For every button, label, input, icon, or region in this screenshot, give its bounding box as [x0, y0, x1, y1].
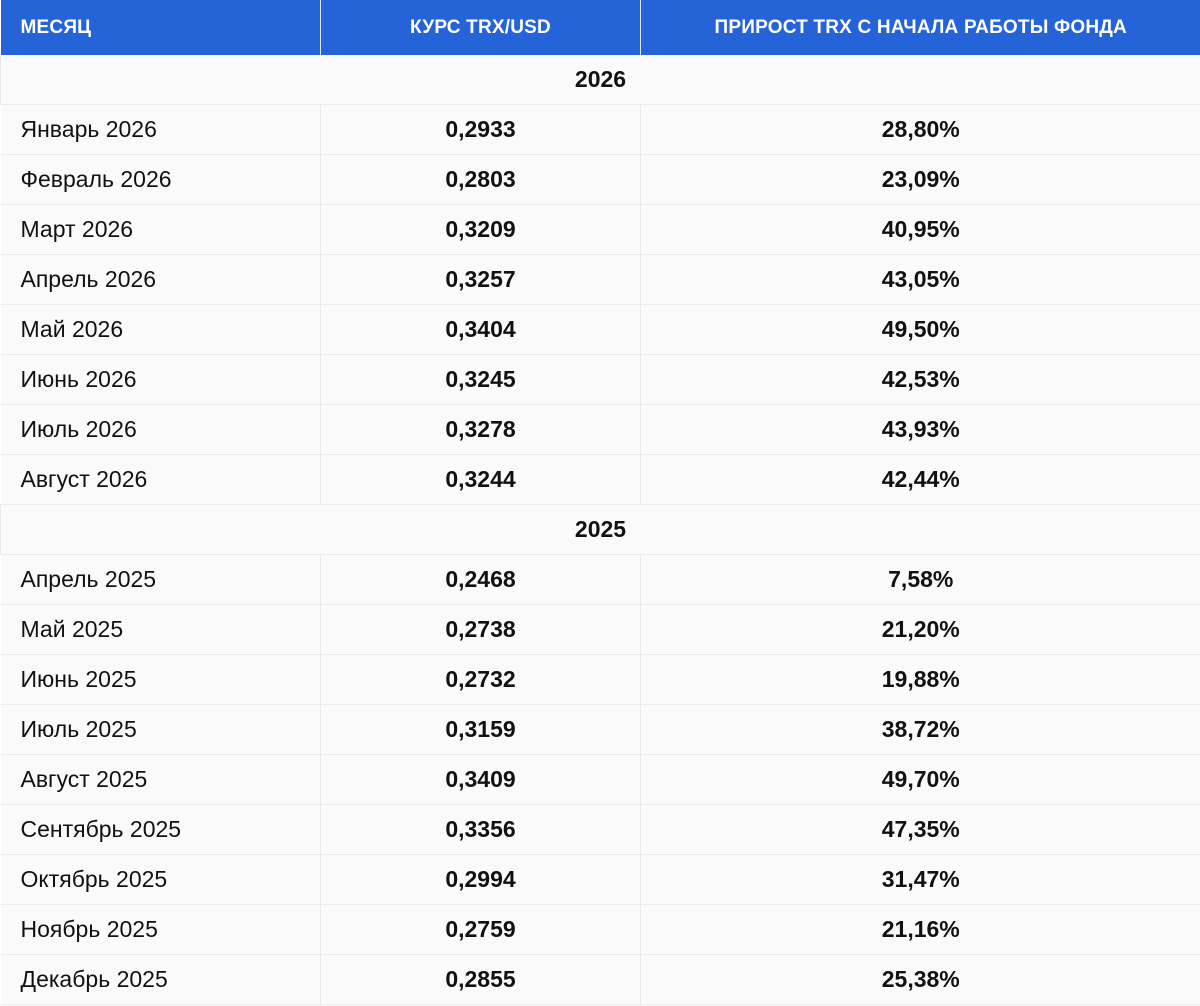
month-cell: Апрель 2025	[0, 554, 321, 605]
column-header-month: МЕСЯЦ	[0, 0, 321, 55]
month-cell: Апрель 2026	[0, 254, 321, 305]
month-cell: Январь 2026	[0, 104, 321, 155]
growth-cell: 43,93%	[640, 404, 1200, 455]
growth-cell: 42,44%	[640, 454, 1200, 505]
table-row: Ноябрь 2025 0,2759 21,16%	[0, 904, 1200, 955]
table-row: Январь 2026 0,2933 28,80%	[0, 104, 1200, 155]
growth-cell: 43,05%	[640, 254, 1200, 305]
year-label: 2025	[0, 504, 1200, 555]
table-row: Сентябрь 2025 0,3356 47,35%	[0, 804, 1200, 855]
header-row: МЕСЯЦ КУРС TRX/USD ПРИРОСТ TRX С НАЧАЛА …	[0, 0, 1200, 55]
column-header-growth: ПРИРОСТ TRX С НАЧАЛА РАБОТЫ ФОНДА	[640, 0, 1200, 55]
table-row: Июнь 2026 0,3245 42,53%	[0, 354, 1200, 405]
table-row: Май 2026 0,3404 49,50%	[0, 304, 1200, 355]
rate-cell: 0,3404	[320, 304, 641, 355]
growth-cell: 28,80%	[640, 104, 1200, 155]
table-row: Октябрь 2025 0,2994 31,47%	[0, 854, 1200, 905]
rate-cell: 0,3356	[320, 804, 641, 855]
growth-cell: 42,53%	[640, 354, 1200, 405]
rate-cell: 0,2738	[320, 604, 641, 655]
month-cell: Июль 2026	[0, 404, 321, 455]
month-cell: Май 2025	[0, 604, 321, 655]
rate-cell: 0,3159	[320, 704, 641, 755]
table-row: Июнь 2025 0,2732 19,88%	[0, 654, 1200, 705]
table-row: Март 2026 0,3209 40,95%	[0, 204, 1200, 255]
growth-cell: 38,72%	[640, 704, 1200, 755]
year-label: 2026	[0, 55, 1200, 105]
table-row: Декабрь 2025 0,2855 25,38%	[0, 954, 1200, 1005]
month-cell: Февраль 2026	[0, 154, 321, 205]
month-cell: Август 2025	[0, 754, 321, 805]
table-row: Июль 2026 0,3278 43,93%	[0, 404, 1200, 455]
month-cell: Сентябрь 2025	[0, 804, 321, 855]
rate-cell: 0,3209	[320, 204, 641, 255]
growth-cell: 21,20%	[640, 604, 1200, 655]
rate-cell: 0,3409	[320, 754, 641, 805]
table-row: Август 2026 0,3244 42,44%	[0, 454, 1200, 505]
column-header-rate: КУРС TRX/USD	[320, 0, 641, 55]
rate-cell: 0,3257	[320, 254, 641, 305]
table-row: Май 2025 0,2738 21,20%	[0, 604, 1200, 655]
month-cell: Август 2026	[0, 454, 321, 505]
growth-cell: 31,47%	[640, 854, 1200, 905]
month-cell: Май 2026	[0, 304, 321, 355]
growth-cell: 19,88%	[640, 654, 1200, 705]
table-row: Июль 2025 0,3159 38,72%	[0, 704, 1200, 755]
table-body: 2026 Январь 2026 0,2933 28,80% Февраль 2026 0…	[0, 55, 1200, 1005]
table-row: Февраль 2026 0,2803 23,09%	[0, 154, 1200, 205]
rate-cell: 0,2468	[320, 554, 641, 605]
rate-cell: 0,2732	[320, 654, 641, 705]
growth-cell: 25,38%	[640, 954, 1200, 1005]
rate-cell: 0,2994	[320, 854, 641, 905]
growth-cell: 40,95%	[640, 204, 1200, 255]
table-row: Апрель 2025 0,2468 7,58%	[0, 554, 1200, 605]
month-cell: Ноябрь 2025	[0, 904, 321, 955]
growth-cell: 49,50%	[640, 304, 1200, 355]
month-cell: Июль 2025	[0, 704, 321, 755]
growth-cell: 7,58%	[640, 554, 1200, 605]
year-group-row: 2026	[0, 55, 1200, 105]
year-group-row: 2025	[0, 504, 1200, 555]
table-row: Август 2025 0,3409 49,70%	[0, 754, 1200, 805]
rate-cell: 0,3278	[320, 404, 641, 455]
month-cell: Март 2026	[0, 204, 321, 255]
rate-cell: 0,2855	[320, 954, 641, 1005]
rate-cell: 0,2759	[320, 904, 641, 955]
month-cell: Октябрь 2025	[0, 854, 321, 905]
rate-cell: 0,3244	[320, 454, 641, 505]
growth-cell: 47,35%	[640, 804, 1200, 855]
month-cell: Июнь 2025	[0, 654, 321, 705]
table-row: Апрель 2026 0,3257 43,05%	[0, 254, 1200, 305]
month-cell: Декабрь 2025	[0, 954, 321, 1005]
rate-cell: 0,2803	[320, 154, 641, 205]
month-cell: Июнь 2026	[0, 354, 321, 405]
growth-cell: 49,70%	[640, 754, 1200, 805]
rate-cell: 0,3245	[320, 354, 641, 405]
growth-cell: 21,16%	[640, 904, 1200, 955]
growth-cell: 23,09%	[640, 154, 1200, 205]
rate-cell: 0,2933	[320, 104, 641, 155]
table-header: МЕСЯЦ КУРС TRX/USD ПРИРОСТ TRX С НАЧАЛА …	[0, 0, 1200, 55]
